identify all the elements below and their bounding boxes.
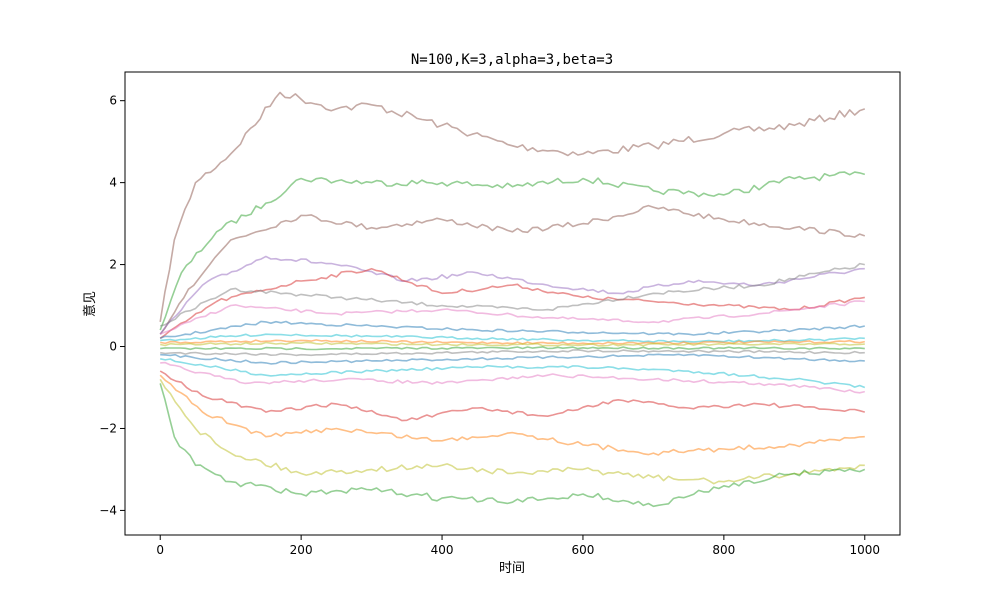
y-tick-label: −4 bbox=[99, 503, 117, 517]
y-axis-ticks: −4 −2 0 2 4 6 bbox=[99, 94, 125, 517]
series-line-14 bbox=[160, 353, 865, 365]
x-tick-label: 800 bbox=[712, 543, 735, 557]
x-tick-label: 600 bbox=[572, 543, 595, 557]
x-tick-label: 200 bbox=[290, 543, 313, 557]
series-layer bbox=[159, 91, 866, 508]
series-line-6 bbox=[159, 262, 865, 327]
y-tick-label: 4 bbox=[109, 176, 117, 190]
series-line-5 bbox=[159, 267, 865, 339]
plot-frame bbox=[124, 71, 901, 536]
series-line-7 bbox=[159, 300, 865, 335]
series-line-16 bbox=[160, 361, 865, 394]
series-line-17 bbox=[159, 370, 866, 422]
x-tick-label: 0 bbox=[156, 543, 164, 557]
series-line-11 bbox=[160, 341, 865, 347]
y-tick-label: 0 bbox=[109, 340, 117, 354]
x-axis-label: 时间 bbox=[499, 561, 525, 576]
x-axis-ticks: 0 200 400 600 800 1000 bbox=[156, 535, 880, 557]
series-line-4 bbox=[159, 255, 865, 335]
series-line-2 bbox=[159, 171, 866, 331]
y-tick-label: 6 bbox=[109, 94, 117, 108]
series-line-15 bbox=[160, 358, 866, 389]
series-line-12 bbox=[160, 346, 865, 351]
y-axis-label: 意见 bbox=[82, 291, 98, 317]
series-line-19 bbox=[159, 378, 865, 485]
series-line-9 bbox=[160, 333, 865, 343]
series-line-20 bbox=[159, 383, 866, 508]
series-line-8 bbox=[159, 320, 865, 340]
series-line-1 bbox=[159, 91, 866, 323]
series-line-18 bbox=[159, 374, 865, 456]
chart-title: N=100,K=3,alpha=3,beta=3 bbox=[411, 52, 613, 68]
series-line-13 bbox=[160, 349, 865, 357]
x-tick-label: 400 bbox=[431, 543, 454, 557]
x-tick-label: 1000 bbox=[849, 543, 880, 557]
y-tick-label: 2 bbox=[109, 258, 117, 272]
y-tick-label: −2 bbox=[99, 421, 117, 435]
series-line-3 bbox=[159, 204, 866, 335]
